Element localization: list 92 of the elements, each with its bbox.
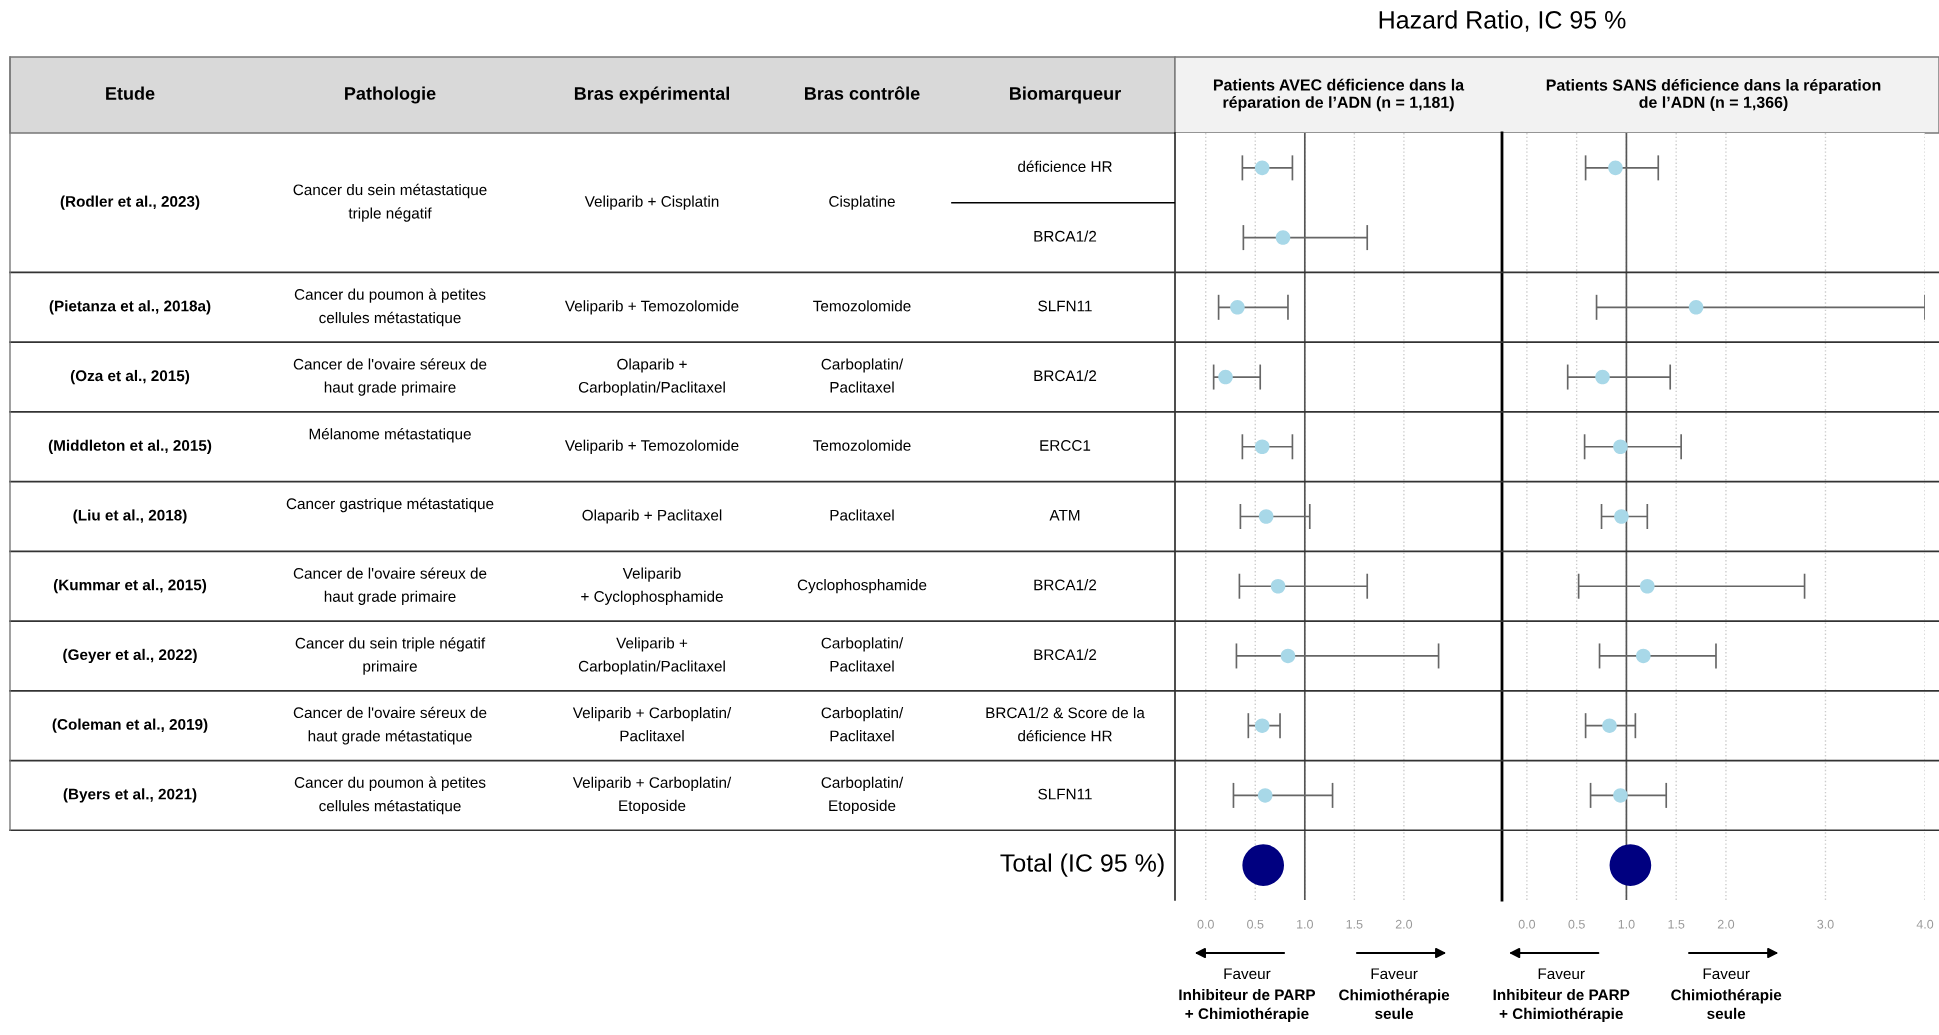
x-tick-label: 1.0 <box>1297 919 1314 929</box>
point <box>1640 578 1655 594</box>
category-label: Biomarqueur <box>1010 86 1121 104</box>
x-tick-label: 1.5 <box>1346 919 1363 929</box>
x-tick-label: 2.0 <box>1395 919 1413 929</box>
x-tick-label: 0.5 <box>1247 919 1264 929</box>
text: Cancer du sein métastatique triple négatif <box>293 183 487 222</box>
text: Faveur Chimiothérapie seule <box>1671 968 1782 1020</box>
text: Mélanome métastatique <box>309 428 471 443</box>
point <box>1218 369 1233 385</box>
text: BRCA1/2 & Score de la déficience HR <box>986 707 1145 742</box>
text: (Geyer et al., 2022) <box>63 648 197 664</box>
text: Cancer gastrique métastatique <box>286 497 494 513</box>
text: Olaparib + Paclitaxel <box>582 509 722 524</box>
text: (Rodler et al., 2023) <box>60 195 200 210</box>
text: Faveur Chimiothérapie seule <box>1339 968 1450 1020</box>
text: (Kummar et al., 2015) <box>53 579 207 594</box>
text: BRCA1/2 <box>1034 648 1097 661</box>
text: Veliparib + Temozolomide <box>564 439 739 454</box>
text: Cancer de l'ovaire séreux de haut grade métastatique <box>293 706 487 745</box>
text: BRCA1/2 <box>1034 579 1097 591</box>
text: BRCA1/2 <box>1034 369 1097 382</box>
text: Temozolomide <box>813 439 911 451</box>
x-tick-label: 0.0 <box>1197 919 1214 929</box>
chart-subtitle: Patients AVEC déficience dans la réparation de l’ADN (n = 1,181) <box>1213 78 1465 112</box>
x-tick-label: 4.0 <box>1916 919 1934 929</box>
category-label: Bras expérimental <box>574 86 729 104</box>
category-label: Etude <box>106 86 155 100</box>
category-label: Pathologie <box>345 86 436 104</box>
text: Veliparib + Carboplatin/ Etoposide <box>572 776 732 815</box>
text: Veliparib + Carboplatin/ Paclitaxel <box>572 707 732 742</box>
chart-title: Hazard Ratio, IC 95 % <box>1379 10 1626 32</box>
text: BRCA1/2 <box>1034 230 1097 242</box>
point <box>1254 439 1270 455</box>
text: SLFN11 <box>1038 300 1092 312</box>
text: Temozolomide <box>813 300 911 312</box>
text: Total (IC 95 %) <box>1000 853 1164 877</box>
text: Veliparib + Carboplatin/Paclitaxel <box>578 637 725 675</box>
point <box>1242 844 1285 886</box>
x-tick-label: 1.5 <box>1668 919 1685 929</box>
point <box>1257 788 1273 803</box>
x-tick-label: 0.5 <box>1568 919 1585 929</box>
text: Faveur Inhibiteur de PARP + Chimiothérapie <box>1179 968 1316 1023</box>
point <box>1602 718 1617 733</box>
point <box>1258 509 1274 524</box>
point <box>1613 788 1628 803</box>
text: (Byers et al., 2021) <box>63 788 197 803</box>
point <box>1688 300 1704 315</box>
text: Carboplatin/ Paclitaxel <box>821 707 904 742</box>
text: déficience HR <box>1018 160 1112 172</box>
text: Veliparib + Temozolomide <box>564 300 739 315</box>
text: (Pietanza et al., 2018a) <box>49 300 211 315</box>
text: Cisplatine <box>829 195 895 210</box>
point <box>1613 439 1628 455</box>
text: ERCC1 <box>1040 440 1091 451</box>
x-tick-label: 0.0 <box>1518 919 1536 929</box>
point <box>1254 718 1270 733</box>
text: (Middleton et al., 2015) <box>48 439 212 454</box>
chart-subtitle: Patients SANS déficience dans la réparation de l’ADN (n = 1,366) <box>1546 78 1881 112</box>
text: Veliparib + Cisplatin <box>584 195 719 210</box>
point <box>1595 369 1610 385</box>
text: Cancer de l'ovaire séreux de haut grade primaire <box>293 567 487 605</box>
text: Carboplatin/ Etoposide <box>821 776 904 815</box>
category-label: Bras contrôle <box>805 86 920 100</box>
text: Faveur Inhibiteur de PARP + Chimiothérapie <box>1493 968 1630 1023</box>
text: Cyclophosphamide <box>797 579 927 594</box>
text: ATM <box>1049 509 1080 521</box>
text: Cancer du poumon à petites cellules métastatique <box>294 288 486 327</box>
point <box>1230 300 1245 315</box>
point <box>1270 578 1286 594</box>
point <box>1636 648 1651 664</box>
text: Carboplatin/ Paclitaxel <box>821 637 904 672</box>
text: Cancer du sein triple négatif primaire <box>295 637 486 675</box>
point <box>1608 160 1623 176</box>
point <box>1275 230 1291 245</box>
point <box>1614 509 1629 524</box>
x-tick-label: 2.0 <box>1717 919 1735 929</box>
text: (Liu et al., 2018) <box>73 509 187 524</box>
text: Olaparib + Carboplatin/Paclitaxel <box>578 358 725 396</box>
text: (Oza et al., 2015) <box>70 369 190 385</box>
text: Cancer de l'ovaire séreux de haut grade primaire <box>293 358 487 396</box>
text: Carboplatin/ Paclitaxel <box>821 358 904 393</box>
point <box>1609 844 1652 886</box>
text: SLFN11 <box>1038 788 1092 800</box>
text: Paclitaxel <box>830 509 894 521</box>
text: (Coleman et al., 2019) <box>52 718 208 733</box>
point <box>1280 648 1296 664</box>
text: Cancer du poumon à petites cellules métastatique <box>294 776 486 815</box>
text: Veliparib + Cyclophosphamide <box>581 567 723 605</box>
x-tick-label: 3.0 <box>1817 919 1834 929</box>
x-tick-label: 1.0 <box>1618 919 1635 929</box>
point <box>1254 160 1270 176</box>
